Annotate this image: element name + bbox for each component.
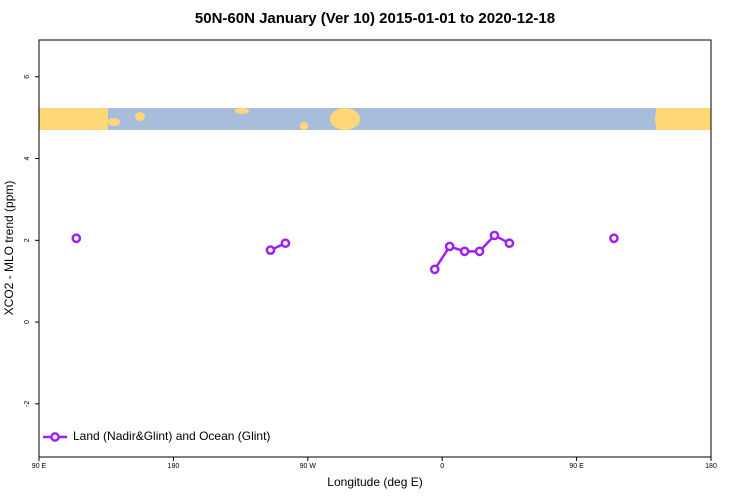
- data-point: [71, 233, 82, 244]
- data-point: [459, 246, 470, 257]
- x-tick-label: 90 E: [569, 463, 584, 470]
- map-land: [108, 118, 120, 126]
- y-tick-label: 0: [24, 320, 31, 324]
- data-point: [444, 241, 455, 252]
- map-land: [674, 118, 684, 130]
- y-tick-label: -2: [24, 401, 31, 407]
- map-land: [330, 108, 360, 130]
- data-point: [504, 238, 515, 249]
- y-tick-label: 2: [24, 238, 31, 242]
- map-strip: [39, 108, 711, 130]
- plot-frame: [38, 39, 712, 458]
- data-point: [609, 233, 619, 244]
- data-point: [280, 238, 291, 249]
- x-tick-label: 180: [168, 463, 180, 470]
- x-tick-label: 90 E: [32, 463, 47, 470]
- map-land: [135, 112, 145, 121]
- map-land: [300, 122, 308, 130]
- y-tick-label: 4: [24, 157, 31, 161]
- data-point: [489, 230, 500, 241]
- chart-title: 50N-60N January (Ver 10) 2015-01-01 to 2…: [195, 10, 555, 27]
- x-tick-label: 180: [705, 463, 717, 470]
- data-point: [265, 245, 276, 255]
- x-axis-label: Longitude (deg E): [327, 475, 422, 489]
- map-land: [235, 108, 249, 114]
- x-tick-label: 0: [440, 463, 444, 470]
- legend-label: Land (Nadir&Glint) and Ocean (Glint): [73, 429, 270, 443]
- data-point: [474, 246, 485, 257]
- legend-swatch: [50, 432, 60, 442]
- y-axis-label: XCO2 - MLO trend (ppm): [2, 181, 16, 316]
- data-point: [429, 264, 440, 275]
- y-tick-label: 6: [24, 75, 31, 79]
- x-tick-label: 90 W: [300, 463, 317, 470]
- series-line: [270, 235, 613, 269]
- map-ocean: [108, 108, 656, 130]
- map-land: [655, 108, 667, 130]
